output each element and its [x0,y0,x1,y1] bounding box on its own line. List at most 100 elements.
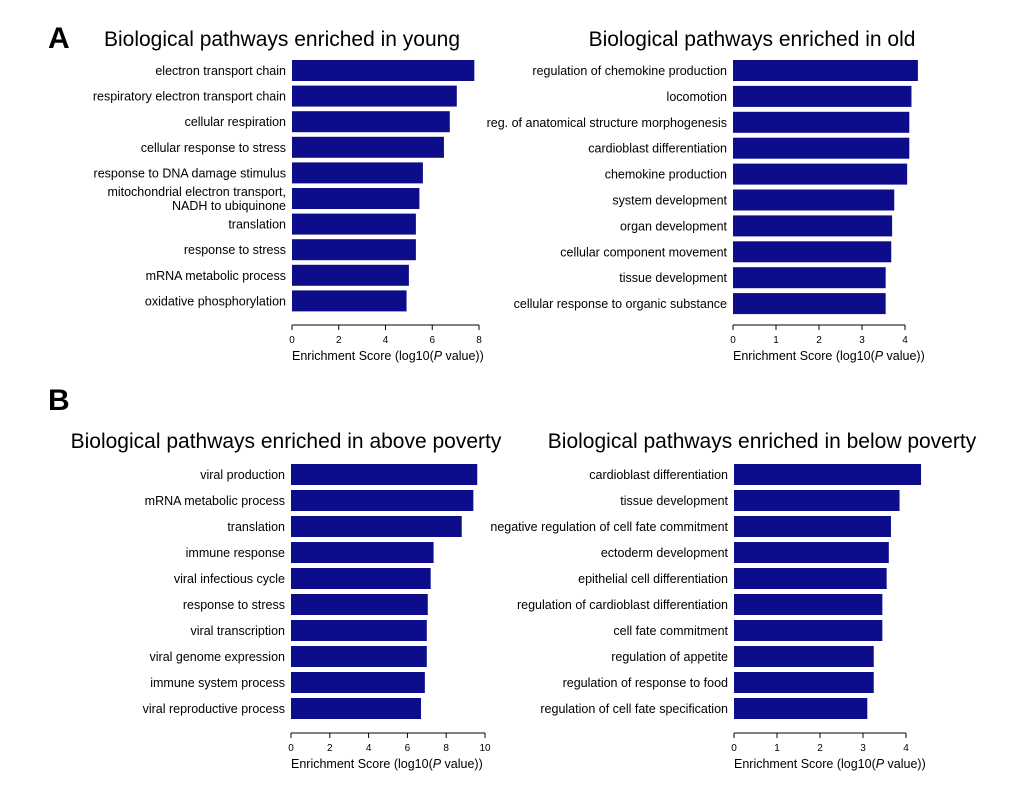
category-label: respiratory electron transport chain [93,90,286,104]
bar [734,620,883,641]
bar [292,213,416,235]
bar [291,646,427,667]
category-label: regulation of chemokine production [532,64,727,78]
panel-label-a: A [48,22,70,55]
chart-1: Biological pathways enriched in young ele… [93,28,484,363]
category-label: viral genome expression [150,650,286,664]
x-tick-label: 1 [773,335,779,346]
category-label: chemokine production [605,168,727,182]
category-label: cell fate commitment [613,624,728,638]
bar [291,490,474,511]
bar [291,594,428,615]
chart-4: Biological pathways enriched in below po… [490,430,976,771]
bar [292,239,416,261]
category-label: viral production [200,468,285,482]
x-tick-label: 2 [817,743,823,754]
category-label: epithelial cell differentiation [578,572,728,586]
category-label: viral transcription [191,624,286,638]
category-label: immune response [186,546,285,560]
bar [292,290,407,312]
bar [734,646,874,667]
category-label: viral reproductive process [143,702,285,716]
bar [734,490,900,511]
x-axis-label: Enrichment Score (log10(P value)) [734,757,926,771]
category-label: tissue development [620,494,728,508]
category-label: regulation of cell fate specification [540,702,728,716]
bar [291,516,462,537]
bar [292,60,475,81]
category-label: viral infectious cycle [174,572,285,586]
bar [733,267,886,289]
bar [733,85,912,107]
x-tick-label: 2 [327,743,333,754]
category-label: NADH to ubiquinone [172,199,286,213]
bar [734,672,874,693]
bar [292,162,423,184]
chart-title: Biological pathways enriched in old [589,28,916,51]
category-label: cellular response to organic substance [514,297,727,311]
bar [733,241,892,263]
category-label: electron transport chain [155,64,286,78]
bar [291,698,421,719]
category-label: regulation of response to food [563,676,728,690]
category-label: system development [612,194,727,208]
bar [734,542,889,563]
bar [733,189,895,211]
category-label: cellular response to stress [141,141,286,155]
category-label: response to stress [184,243,286,257]
x-tick-label: 0 [288,743,294,754]
category-label: regulation of cardioblast differentiatio… [517,598,728,612]
bar [733,111,910,133]
bar [291,542,434,563]
x-tick-label: 8 [443,743,449,754]
x-tick-label: 0 [731,743,737,754]
bar [292,136,444,158]
bar [733,293,886,315]
category-label: negative regulation of cell fate commitm… [490,520,728,534]
x-tick-label: 1 [774,743,780,754]
x-tick-label: 3 [860,743,866,754]
category-label: translation [228,218,286,232]
bar [292,111,450,133]
bar [733,215,893,237]
category-label: reg. of anatomical structure morphogenes… [487,116,727,130]
category-label: response to DNA damage stimulus [94,166,286,180]
category-label: regulation of appetite [611,650,728,664]
bar [733,163,908,185]
category-label: organ development [620,219,728,233]
category-label: immune system process [150,676,285,690]
bar [291,672,425,693]
x-tick-label: 0 [730,335,736,346]
category-label: mRNA metabolic process [146,269,286,283]
category-label: locomotion [667,90,727,104]
x-tick-label: 4 [366,743,372,754]
bar [292,85,457,107]
x-axis-label: Enrichment Score (log10(P value)) [733,349,925,363]
chart-title: Biological pathways enriched in below po… [548,430,977,453]
x-tick-label: 4 [383,335,389,346]
x-tick-label: 2 [336,335,342,346]
x-tick-label: 10 [479,743,491,754]
x-tick-label: 2 [816,335,822,346]
bar [734,568,887,589]
category-label: cellular respiration [185,115,286,129]
panel-label-b: B [48,384,70,417]
category-label: tissue development [619,271,727,285]
x-axis-label: Enrichment Score (log10(P value)) [292,349,484,363]
bar [291,464,478,485]
chart-2: Biological pathways enriched in old regul… [487,28,925,363]
category-label: mRNA metabolic process [145,494,285,508]
x-axis-label: Enrichment Score (log10(P value)) [291,757,483,771]
bar [292,264,409,286]
bar [734,594,883,615]
bar [734,698,868,719]
chart-3: Biological pathways enriched in above po… [71,430,502,771]
x-tick-label: 6 [405,743,411,754]
x-tick-label: 6 [429,335,435,346]
chart-title: Biological pathways enriched in above po… [71,430,502,453]
category-label: cardioblast differentiation [588,142,727,156]
bar [733,60,918,81]
bar [291,620,427,641]
x-tick-label: 3 [859,335,865,346]
category-label: mitochondrial electron transport, [107,185,286,199]
